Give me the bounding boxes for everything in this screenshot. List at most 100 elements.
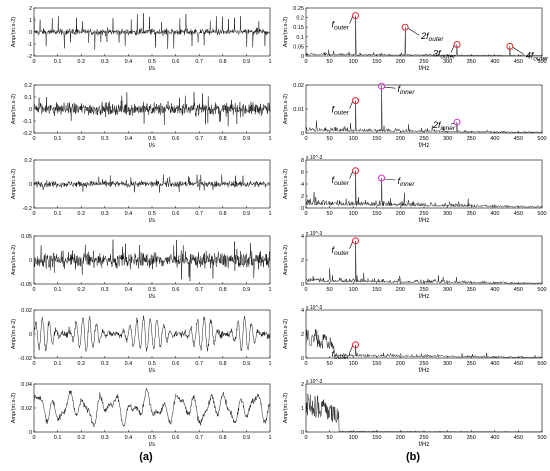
x-tick-label: 150 [372, 435, 381, 441]
spectrum-line [305, 240, 543, 284]
x-tick-label: 0.3 [101, 361, 109, 367]
x-axis-label: t/s [149, 368, 155, 374]
x-tick-label: 100 [349, 287, 358, 293]
x-tick-label: 50 [327, 211, 333, 217]
y-axis-label: Amp/(m.s-2) [11, 17, 17, 47]
chart-panel-a2: 0 0.1 0.2 0.3 0.4 0.5 0.6 0.7 0.8 0.9 1 -0.2 -0.1 0 0.… [11, 83, 272, 149]
x-tick-label: 0.4 [125, 136, 133, 142]
spectrum-line [305, 393, 543, 433]
x-tick-label: 0.2 [77, 287, 85, 293]
y-tick-label: 2 [301, 258, 304, 264]
x-tick-label: 0.2 [77, 136, 85, 142]
x-tick-label: 350 [467, 136, 476, 142]
y-axis-label: Amp/(m.s-2) [283, 319, 289, 349]
y-exponent: x 10^-3 [306, 305, 322, 311]
peak-arrow [349, 241, 353, 249]
y-tick-label: 4 [301, 234, 304, 240]
x-tick-label: 200 [396, 136, 405, 142]
signal-line [33, 388, 271, 428]
plot-frame [33, 159, 271, 209]
x-tick-label: 0 [304, 287, 307, 293]
y-tick-label: 1 [301, 406, 304, 412]
x-tick-label: 0.7 [195, 211, 203, 217]
y-tick-label: -0.05 [19, 282, 32, 288]
chart-panel-a5: 0 0.1 0.2 0.3 0.4 0.5 0.6 0.7 0.8 0.9 1-0.0200.02t… [11, 308, 272, 374]
x-tick-label: 0.2 [77, 59, 85, 65]
plot-frame [305, 84, 543, 134]
y-tick-label: 2 [301, 332, 304, 338]
x-tick-label: 0.4 [125, 361, 133, 367]
x-tick-label: 0.6 [172, 287, 180, 293]
x-tick-label: 0.8 [219, 435, 227, 441]
y-tick-label: 0 [301, 356, 304, 362]
x-tick-label: 0.2 [77, 361, 85, 367]
y-tick-label: 0.1 [296, 35, 304, 41]
x-tick-label: 0 [32, 136, 35, 142]
x-tick-label: 200 [396, 361, 405, 367]
x-tick-label: 400 [490, 287, 499, 293]
x-tick-label: 0.8 [219, 59, 227, 65]
x-tick-label: 50 [327, 287, 333, 293]
signal-line [33, 91, 271, 127]
y-tick-label: 0.02 [21, 406, 32, 412]
x-tick-label: 350 [467, 211, 476, 217]
x-tick-label: 100 [349, 361, 358, 367]
peak-arrow [349, 101, 353, 109]
y-tick-label: 0 [301, 54, 304, 60]
x-tick-label: 100 [349, 136, 358, 142]
chart-panel-a6: 0 0.1 0.2 0.3 0.4 0.5 0.6 0.7 0.8 0.9 1 0 0.02 0.04 t/… [11, 382, 272, 448]
x-tick-label: 400 [490, 136, 499, 142]
signal-line [33, 315, 271, 352]
x-tick-label: 1 [268, 287, 271, 293]
x-axis-label: f/Hz [419, 66, 430, 72]
x-axis-label: f/Hz [419, 442, 430, 448]
x-tick-label: 200 [396, 287, 405, 293]
x-tick-label: 1 [268, 59, 271, 65]
y-tick-label: 0.02 [293, 83, 304, 89]
y-tick-label: 6 [301, 170, 304, 176]
x-tick-label: 300 [443, 435, 452, 441]
plot-frame [305, 309, 543, 359]
x-tick-label: 0.5 [148, 361, 156, 367]
peak-arrow [384, 178, 396, 181]
y-axis-label: Amp/(m.s-2) [283, 17, 289, 47]
x-tick-label: 0.6 [172, 211, 180, 217]
y-tick-label: 0.15 [293, 25, 304, 31]
y-tick-label: 0 [301, 282, 304, 288]
x-tick-label: 250 [419, 287, 428, 293]
x-tick-label: 0 [304, 136, 307, 142]
x-tick-label: 350 [467, 287, 476, 293]
y-tick-label: -0.2 [23, 206, 32, 212]
y-axis-label: Amp/(m.s-2) [11, 94, 17, 124]
x-tick-label: 150 [372, 211, 381, 217]
x-tick-label: 0 [32, 435, 35, 441]
y-exponent: x 10^-3 [306, 379, 322, 385]
x-tick-label: 150 [372, 361, 381, 367]
x-tick-label: 300 [443, 59, 452, 65]
x-tick-label: 0.1 [54, 287, 62, 293]
x-tick-label: 450 [514, 435, 523, 441]
x-axis-label: t/s [149, 442, 155, 448]
chart-panel-b3: 0 50 100 150 200 250 300 350 400 450 500 0 2 4 6 8 f/Hz A… [283, 155, 547, 224]
x-tick-label: 0.9 [243, 59, 251, 65]
y-tick-label: 0.04 [21, 382, 32, 388]
x-tick-label: 350 [467, 361, 476, 367]
plot-frame [33, 383, 271, 433]
x-tick-label: 450 [514, 59, 523, 65]
chart-panel-a3: 0 0.1 0.2 0.3 0.4 0.5 0.6 0.7 0.8 0.9 1-0.200.2t/s… [11, 158, 272, 224]
peak-marker [378, 82, 386, 90]
x-tick-label: 1 [268, 435, 271, 441]
y-tick-label: 0 [29, 30, 32, 36]
x-tick-label: 0.5 [148, 287, 156, 293]
y-tick-label: 0.02 [21, 308, 32, 314]
x-tick-label: 50 [327, 361, 333, 367]
y-tick-label: 8 [301, 158, 304, 164]
signal-line [33, 239, 271, 282]
x-tick-label: 0 [32, 361, 35, 367]
x-tick-label: 0.5 [148, 211, 156, 217]
x-tick-label: 0.5 [148, 136, 156, 142]
peak-marker [401, 23, 409, 31]
x-tick-label: 0.3 [101, 59, 109, 65]
x-tick-label: 100 [349, 59, 358, 65]
y-tick-label: 0.05 [21, 234, 32, 240]
